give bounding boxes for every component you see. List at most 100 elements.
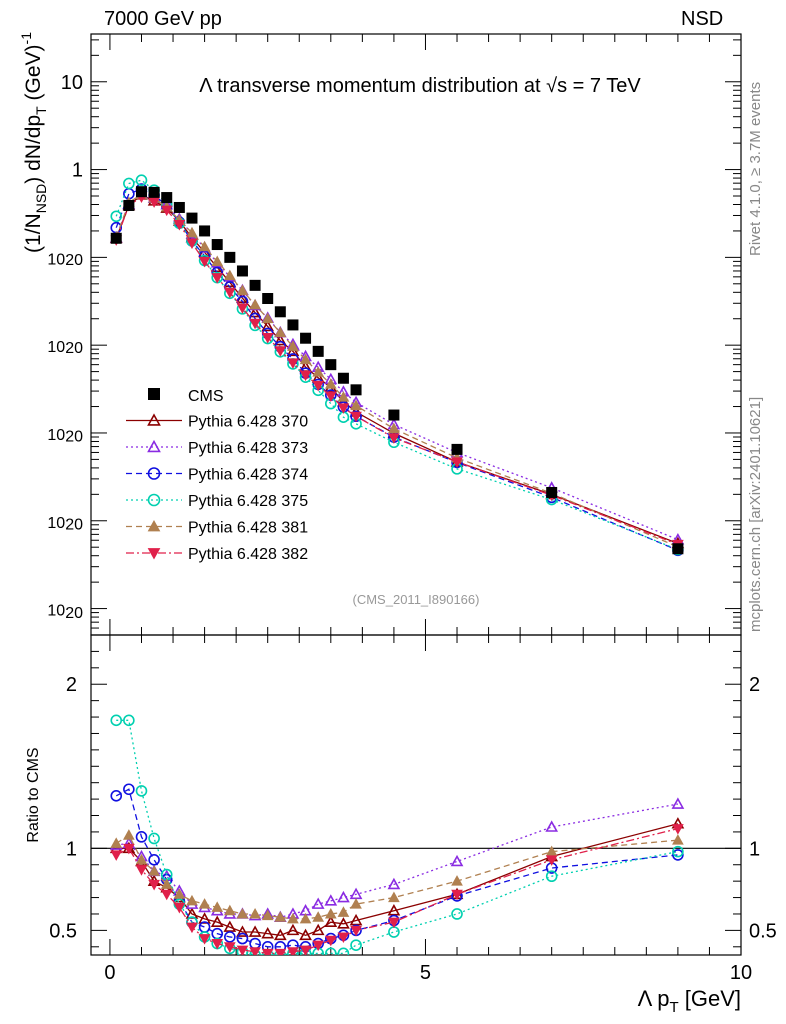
- data-point: [236, 265, 248, 277]
- main-series-point-4: [249, 298, 261, 310]
- ratio-series-point-5: [299, 945, 312, 955]
- data-point: [325, 359, 337, 371]
- header-left-label: 7000 GeV pp: [104, 8, 222, 30]
- legend-marker-4: [147, 519, 161, 532]
- ratio-series-point-1: [671, 797, 685, 809]
- ratio-series-point-5: [123, 843, 135, 855]
- data-point: [211, 239, 223, 251]
- ratio-series-point-1: [387, 877, 401, 890]
- main-series-point-5: [186, 238, 198, 250]
- ratio-series-point-5: [186, 922, 198, 934]
- data-point: [186, 212, 198, 224]
- ratio-series-point-3: [388, 926, 400, 938]
- data-point: [249, 279, 261, 291]
- main-series-point-0: [261, 319, 275, 332]
- ratio-series-point-0: [273, 928, 287, 941]
- data-point: [262, 293, 274, 305]
- main-series-line-0: [115, 194, 679, 545]
- legend-label-4: Pythia 6.428 381: [188, 520, 308, 537]
- analysis-tag: (CMS_2011_I890166): [353, 592, 480, 607]
- ratio-y-tick-label-right: 1: [749, 838, 760, 860]
- data-point: [672, 543, 684, 555]
- ratio-series-point-1: [337, 890, 350, 903]
- ratio-series-point-2: [249, 937, 261, 950]
- main-series-point-5: [451, 457, 463, 468]
- main-series-point-4: [337, 391, 350, 402]
- ratio-series-point-0: [210, 915, 224, 927]
- ratio-series-point-5: [274, 948, 287, 955]
- main-y-tick-label: 1020: [47, 515, 83, 534]
- legend-marker-3: [147, 493, 161, 507]
- legend-marker-data: [148, 388, 160, 400]
- ratio-series-point-4: [223, 904, 236, 916]
- main-series-point-4: [312, 366, 325, 377]
- main-series-group: [109, 174, 685, 557]
- legend-marker-0: [147, 413, 161, 426]
- main-series-point-5: [198, 256, 211, 268]
- ratio-series-point-4: [249, 907, 261, 919]
- legend-marker-2: [147, 467, 161, 480]
- main-series-point-5: [236, 303, 249, 314]
- ratio-series-point-3: [123, 714, 135, 727]
- main-series-point-4: [324, 378, 337, 389]
- main-series-point-4: [299, 353, 312, 365]
- data-point: [312, 345, 324, 357]
- main-series-point-5: [312, 380, 325, 392]
- ratio-series-point-4: [211, 901, 224, 912]
- legend-marker-5: [147, 548, 161, 560]
- main-series-point-5: [249, 318, 261, 330]
- data-point: [274, 306, 286, 318]
- main-series-point-4: [236, 284, 249, 295]
- x-axis-title: Λ pT [GeV]: [638, 986, 741, 1016]
- data-point: [388, 409, 400, 421]
- ratio-series-point-4: [186, 894, 198, 906]
- main-series-point-5: [274, 346, 287, 357]
- ratio-series-point-2: [236, 932, 249, 945]
- y-axis-title: (1/NNSD) dN/dpT (GeV)-1: [18, 32, 49, 253]
- ratio-series-point-4: [312, 911, 325, 922]
- main-series-point-4: [223, 269, 236, 281]
- legend-label-2: Pythia 6.428 374: [188, 467, 308, 484]
- ratio-axis-title: Ratio to CMS: [25, 747, 42, 842]
- main-series-point-0: [273, 333, 287, 346]
- main-series-point-5: [261, 332, 274, 344]
- ratio-series-point-1: [545, 820, 559, 832]
- main-series-line-5: [115, 196, 679, 546]
- ratio-series-point-2: [672, 849, 684, 861]
- ratio-series-point-5: [211, 939, 224, 950]
- ratio-series-point-0: [311, 923, 325, 936]
- main-y-tick-label: 1020: [47, 427, 83, 445]
- ratio-series-point-4: [337, 906, 350, 917]
- ratio-series-point-3: [325, 947, 337, 955]
- main-series-point-5: [287, 358, 299, 369]
- ratio-series-point-5: [312, 940, 325, 952]
- ratio-series-point-4: [148, 865, 160, 876]
- ratio-y-tick-label-right: 0.5: [749, 920, 777, 942]
- ratio-series-point-4: [324, 907, 337, 919]
- ratio-series-point-1: [311, 897, 325, 909]
- legend-label-0: Pythia 6.428 370: [188, 414, 308, 431]
- ratio-series-line-3: [116, 719, 679, 955]
- ratio-series-point-4: [123, 829, 135, 840]
- main-series-line-3: [115, 179, 679, 551]
- main-series-point-5: [173, 219, 186, 231]
- main-series-point-5: [337, 403, 350, 414]
- ratio-series-point-5: [287, 947, 299, 955]
- main-series-point-4: [350, 399, 362, 411]
- main-series-point-4: [388, 422, 400, 434]
- ratio-series-point-5: [135, 865, 148, 876]
- ratio-series-point-4: [672, 834, 684, 845]
- x-tick-label: 10: [730, 962, 752, 984]
- main-series-point-5: [350, 411, 362, 423]
- ratio-series-point-0: [223, 920, 237, 932]
- ratio-series-point-1: [450, 854, 464, 867]
- main-series-point-5: [299, 370, 312, 382]
- main-y-tick-label: 1020: [47, 339, 83, 357]
- ratio-series-point-5: [451, 889, 463, 901]
- ratio-series-point-2: [123, 783, 135, 796]
- ratio-series-point-3: [148, 832, 160, 845]
- main-series-point-5: [160, 205, 173, 217]
- data-point: [110, 232, 122, 244]
- ratio-series-point-5: [223, 942, 236, 953]
